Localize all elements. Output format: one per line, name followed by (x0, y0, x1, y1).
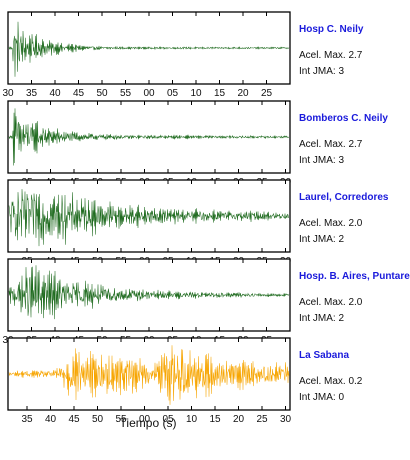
waveform-trace (8, 108, 289, 166)
x-tick-label: 45 (73, 88, 85, 99)
waveform-trace (8, 265, 290, 320)
x-tick-label: 30 (280, 414, 292, 425)
x-tick-label: 35 (26, 88, 38, 99)
accel-max-label: Acel. Max. 2.7 (299, 50, 363, 61)
accel-max-label: Acel. Max. 2.0 (299, 297, 363, 308)
jma-intensity-label: Int JMA: 2 (299, 313, 345, 324)
jma-intensity-label: Int JMA: 2 (299, 234, 345, 245)
x-tick-label: 45 (68, 414, 80, 425)
panel-0: 30 35 40 45 50 55 00 05 10 15 20 25 (2, 11, 291, 99)
x-tick-label: 15 (214, 88, 226, 99)
x-tick-label: 55 (120, 88, 132, 99)
jma-intensity-label: Int JMA: 3 (299, 66, 345, 77)
x-tick-label: 40 (49, 88, 61, 99)
station-name: Bomberos C. Neily (299, 113, 388, 124)
x-tick-label: 15 (209, 414, 221, 425)
x-tick-label: 05 (162, 414, 174, 425)
x-tick-label: 50 (96, 88, 108, 99)
x-tick-label: 00 (139, 414, 151, 425)
x-tick-label: 35 (21, 414, 33, 425)
x-tick-label: 20 (237, 88, 249, 99)
waveform-trace (8, 189, 290, 247)
x-tick-label: 55 (115, 414, 127, 425)
station-name: La Sabana (299, 350, 350, 361)
waveform-trace (8, 345, 290, 405)
x-tick-label: 25 (261, 88, 273, 99)
station-name: Laurel, Corredores (299, 192, 389, 203)
x-tick-label: 05 (167, 88, 179, 99)
jma-intensity-label: Int JMA: 0 (299, 392, 345, 403)
accel-max-label: Acel. Max. 2.7 (299, 139, 363, 150)
station-name: Hosp C. Neily (299, 24, 364, 35)
x-tick-label: 10 (186, 414, 198, 425)
waveform-trace (8, 21, 290, 77)
panel-4: 35 40 45 50 55 00 05 10 15 20 25 30 (7, 337, 292, 425)
x-tick-label: 50 (92, 414, 104, 425)
x-tick-label: 20 (233, 414, 245, 425)
x-tick-label: 25 (256, 414, 268, 425)
jma-intensity-label: Int JMA: 3 (299, 155, 345, 166)
x-tick-label: 40 (45, 414, 57, 425)
station-name: Hosp. B. Aires, Puntare (299, 271, 410, 282)
accel-max-label: Acel. Max. 0.2 (299, 376, 363, 387)
x-tick-label: 10 (190, 88, 202, 99)
x-axis-label: Tiempo (s) (119, 416, 177, 430)
accel-max-label: Acel. Max. 2.0 (299, 218, 363, 229)
x-tick-label: 30 (2, 88, 14, 99)
x-tick-label: 00 (143, 88, 155, 99)
